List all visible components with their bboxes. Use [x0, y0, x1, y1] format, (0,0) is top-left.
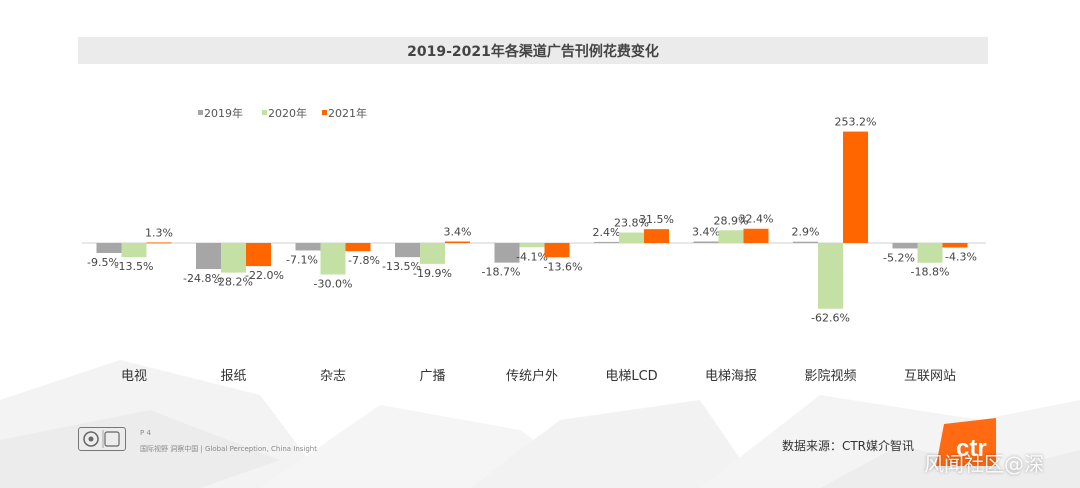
page-number: P 4: [140, 429, 151, 437]
bar-传统户外-2021年: [544, 243, 570, 258]
bar-传统户外-2020年: [519, 243, 545, 248]
data-label: 23.8%: [614, 217, 649, 230]
data-label: 3.4%: [444, 226, 472, 239]
data-label: -19.9%: [413, 267, 452, 280]
data-label: -5.2%: [883, 251, 915, 264]
data-label: -13.5%: [115, 260, 154, 273]
category-label: 电梯LCD: [605, 369, 657, 384]
data-label: 3.4%: [692, 226, 720, 239]
bar-广播-2020年: [420, 243, 445, 264]
bar-广播-2021年: [445, 241, 470, 243]
legend-swatch-2021年: [322, 110, 327, 115]
data-label: -13.5%: [382, 260, 421, 273]
bar-杂志-2020年: [320, 243, 346, 275]
data-label: 2.9%: [792, 226, 820, 239]
data-label: 2.4%: [593, 226, 621, 239]
data-label: -24.8%: [183, 272, 222, 285]
legend-swatch-2019年: [198, 110, 203, 115]
bar-互联网站-2019年: [892, 243, 918, 249]
category-label: 电梯海报: [705, 369, 757, 384]
legend-label: 2020年: [268, 106, 307, 120]
bar-传统户外-2019年: [494, 243, 520, 263]
data-label: -4.1%: [516, 250, 548, 263]
ctr-logo: ctr: [936, 418, 996, 466]
data-label: -62.6%: [811, 312, 850, 325]
chart-title: 2019-2021年各渠道广告刊例花费变化: [407, 43, 659, 60]
data-label: 31.5%: [639, 213, 674, 226]
category-label: 报纸: [220, 369, 246, 384]
bar-杂志-2019年: [295, 243, 321, 251]
data-label: -7.1%: [286, 253, 318, 266]
data-label: 253.2%: [835, 116, 877, 129]
data-label: 32.4%: [739, 213, 774, 226]
bar-广播-2019年: [395, 243, 420, 258]
footer-tagline: 国际视野 洞察中国 | Global Perception, China Ins…: [140, 445, 317, 453]
bar-影院视频-2020年: [818, 243, 843, 309]
bar-报纸-2020年: [221, 243, 246, 273]
category-label: 传统户外: [506, 368, 558, 384]
ctr-badge-logo: [78, 427, 126, 451]
legend-label: 2019年: [204, 106, 243, 120]
bar-报纸-2021年: [246, 243, 271, 267]
bar-互联网站-2021年: [942, 243, 968, 248]
bar-电梯海报-2019年: [693, 241, 719, 243]
category-label: 杂志: [320, 369, 346, 384]
bar-电视-2021年: [146, 242, 172, 244]
category-label: 广播: [419, 369, 445, 384]
bar-电视-2019年: [96, 243, 122, 253]
bar-电视-2020年: [121, 243, 147, 258]
data-label: -18.8%: [911, 266, 950, 279]
bar-电梯海报-2020年: [718, 230, 744, 243]
watermark: 风闻社区@深: [924, 452, 1044, 476]
data-label: -22.0%: [245, 269, 284, 282]
bar-杂志-2021年: [345, 243, 371, 252]
data-source: 数据来源：CTR媒介智讯: [781, 439, 914, 453]
bar-电梯海报-2021年: [743, 228, 769, 243]
bar-影院视频-2019年: [793, 241, 818, 243]
bar-电梯LCD-2019年: [594, 241, 619, 243]
legend-swatch-2020年: [262, 110, 267, 115]
data-label: 1.3%: [145, 226, 173, 239]
category-label: 互联网站: [904, 369, 956, 384]
data-label: -9.5%: [87, 256, 119, 269]
legend-label: 2021年: [328, 106, 367, 120]
bar-电梯LCD-2020年: [619, 232, 644, 243]
category-label: 影院视频: [804, 369, 856, 384]
data-label: -13.6%: [544, 260, 583, 273]
data-label: -7.8%: [348, 254, 380, 267]
bar-互联网站-2020年: [917, 243, 943, 263]
data-label: -18.7%: [482, 266, 521, 279]
bar-影院视频-2021年: [843, 131, 868, 243]
data-label: 28.9%: [714, 214, 749, 227]
data-label: -4.3%: [945, 251, 977, 264]
category-label: 电视: [121, 369, 147, 384]
bar-报纸-2019年: [196, 243, 221, 270]
data-label: -28.2%: [214, 276, 253, 289]
bar-电梯LCD-2021年: [644, 229, 669, 243]
chart-title-bar: 2019-2021年各渠道广告刊例花费变化: [78, 37, 988, 64]
ctr-logo-text: ctr: [956, 435, 987, 462]
data-label: -30.0%: [314, 278, 353, 291]
